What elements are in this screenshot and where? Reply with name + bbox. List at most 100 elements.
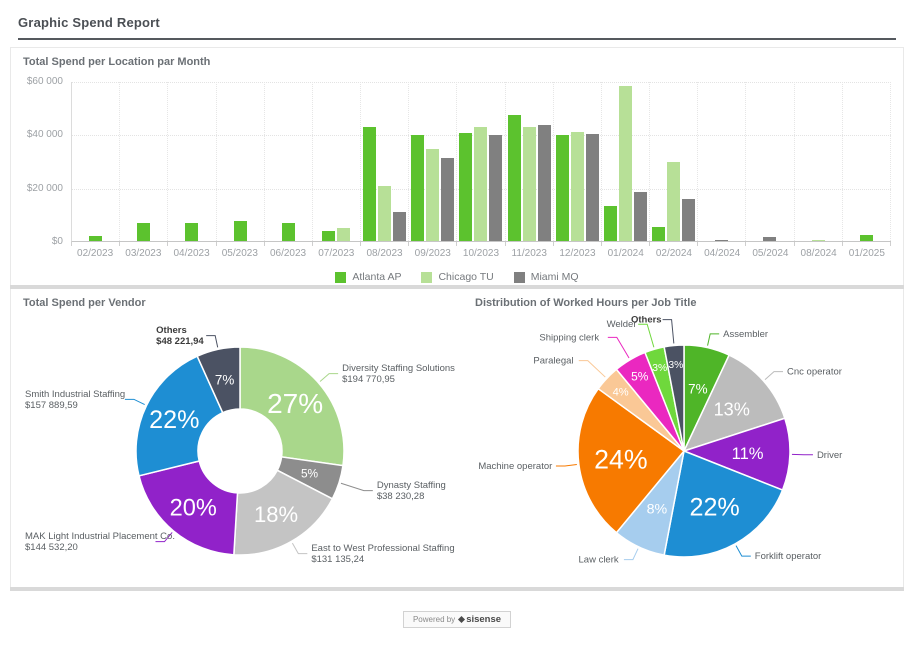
page-header: Graphic Spend Report [0,0,914,38]
legend-item-atlanta-ap[interactable]: Atlanta AP [335,271,401,283]
slice-machine-operator[interactable] [577,387,686,534]
slice-others[interactable] [196,346,241,414]
bar-miami-mq-01-2024[interactable] [633,191,647,241]
bar-chicago-tu-08-2023[interactable] [378,186,392,241]
label-connector [340,482,373,492]
powered-by-label: Powered by [412,615,456,624]
bottom-section: Total Spend per Vendor 27% Diversity Staf… [10,289,904,587]
section-divider-bottom [10,587,904,591]
bar-chart-title: Total Spend per Location par Month [23,56,211,68]
bar-chicago-tu-02-2024[interactable] [667,162,681,241]
y-tick-label: $60 000 [26,76,63,87]
bar-plot-area [71,82,891,242]
x-tick-label: 08/2024 [800,248,837,259]
powered-by-sisense-badge[interactable]: Powered by sisense [402,611,512,628]
x-tick [361,242,410,246]
slice-label-mak-light-industrial-placement-co: MAK Light Industrial Placement Co. $144 5… [25,531,175,553]
bar-atlanta-ap-06-2023[interactable] [281,223,295,241]
slice-label-machine-operator: Machine operator [478,461,552,472]
x-tick [265,242,313,246]
header-divider [18,38,896,40]
slice-pct-machine-operator: 24% [594,444,647,474]
bar-atlanta-ap-07-2023[interactable] [322,230,336,241]
bar-miami-mq-08-2023[interactable] [393,211,407,241]
slice-cnc-operator[interactable] [682,354,786,453]
section-divider-top [10,285,904,289]
x-tick [843,242,891,246]
bar-atlanta-ap-01-2024[interactable] [603,206,617,241]
bar-miami-mq-10-2023[interactable] [489,135,503,241]
bar-chicago-tu-01-2024[interactable] [618,86,632,241]
bar-atlanta-ap-05-2023[interactable] [233,221,247,241]
label-connector [124,398,145,406]
bar-atlanta-ap-09-2023[interactable] [411,134,425,241]
bar-group-01-2024 [602,82,651,241]
bar-atlanta-ap-03-2023[interactable] [137,223,151,241]
x-tick [313,242,362,246]
x-tick-label: 11/2023 [511,248,547,259]
bar-atlanta-ap-04-2023[interactable] [185,223,199,241]
label-connector [206,335,219,348]
slice-label-law-clerk: Law clerk [579,555,619,566]
bar-group-04-2024 [698,82,747,241]
legend-item-miami-mq[interactable]: Miami MQ [513,271,579,283]
slice-others[interactable] [663,344,685,452]
slice-label-forklift-operator: Forklift operator [755,551,822,562]
bar-group-08-2024 [795,82,843,241]
pie-chart-title: Distribution of Worked Hours per Job Tit… [475,297,697,309]
bar-atlanta-ap-02-2023[interactable] [89,235,103,241]
slice-label-assembler: Assembler [723,329,768,340]
slice-pct-forklift-operator: 22% [689,494,739,522]
x-tick [506,242,554,246]
x-tick-label: 02/2024 [655,248,692,259]
bar-chart-legend: Atlanta AP Chicago TU Miami MQ [23,271,891,283]
x-tick-label: 02/2023 [77,248,114,259]
slice-label-east-to-west-professional-staffing: East to West Professional Staffing $131 1… [311,543,454,565]
x-tick [602,242,651,246]
label-connector [555,464,577,467]
label-connector [638,323,655,348]
bar-atlanta-ap-08-2023[interactable] [363,127,377,241]
slice-pct-mak-light-industrial-placement-co: 20% [170,495,217,521]
label-connector [155,532,173,543]
slice-label-others: Others $48 221,94 [156,325,204,347]
x-tick [554,242,602,246]
pie-chart-panel: Distribution of Worked Hours per Job Tit… [463,289,903,587]
bar-chicago-tu-11-2023[interactable] [522,126,536,241]
x-tick [409,242,458,246]
slice-mak-light-industrial-placement-co[interactable] [138,460,239,556]
donut-chart: 27% Diversity Staffing Solutions $194 770,… [25,325,455,565]
x-tick [120,242,169,246]
bar-miami-mq-11-2023[interactable] [537,124,551,241]
bar-chicago-tu-07-2023[interactable] [337,228,351,241]
bar-atlanta-ap-02-2024[interactable] [652,227,666,241]
sisense-logo-icon [458,615,466,624]
bar-chicago-tu-09-2023[interactable] [426,148,440,241]
bar-atlanta-ap-11-2023[interactable] [507,114,521,241]
bar-atlanta-ap-12-2023[interactable] [555,135,569,241]
slice-diversity-staffing-solutions[interactable] [239,346,345,467]
bar-miami-mq-05-2024[interactable] [763,237,777,241]
slice-pct-driver: 11% [732,444,764,463]
x-tick [795,242,843,246]
bar-miami-mq-12-2023[interactable] [585,133,599,241]
page-footer: Powered by sisense [0,611,914,628]
x-axis-labels: 02/2023 03/2023 04/2023 05/2023 06/2023 07/20… [71,248,891,259]
bar-atlanta-ap-01-2025[interactable] [859,234,873,241]
x-tick [698,242,747,246]
bar-chicago-tu-08-2024[interactable] [811,239,825,241]
bar-atlanta-ap-10-2023[interactable] [459,133,473,241]
bar-miami-mq-02-2024[interactable] [682,199,696,241]
bar-chicago-tu-10-2023[interactable] [474,126,488,241]
bar-chicago-tu-12-2023[interactable] [570,131,584,241]
slice-smith-industrial-staffing[interactable] [135,355,224,477]
slice-driver[interactable] [681,417,791,491]
slice-east-to-west-professional-staffing[interactable] [233,469,334,556]
label-connector [662,319,675,344]
legend-item-chicago-tu[interactable]: Chicago TU [421,271,494,283]
bar-miami-mq-09-2023[interactable] [441,158,455,241]
bar-miami-mq-04-2024[interactable] [715,239,729,241]
slice-pct-smith-industrial-staffing: 22% [149,406,199,434]
x-tick-label: 05/2023 [221,248,258,259]
slice-forklift-operator[interactable] [663,449,784,558]
